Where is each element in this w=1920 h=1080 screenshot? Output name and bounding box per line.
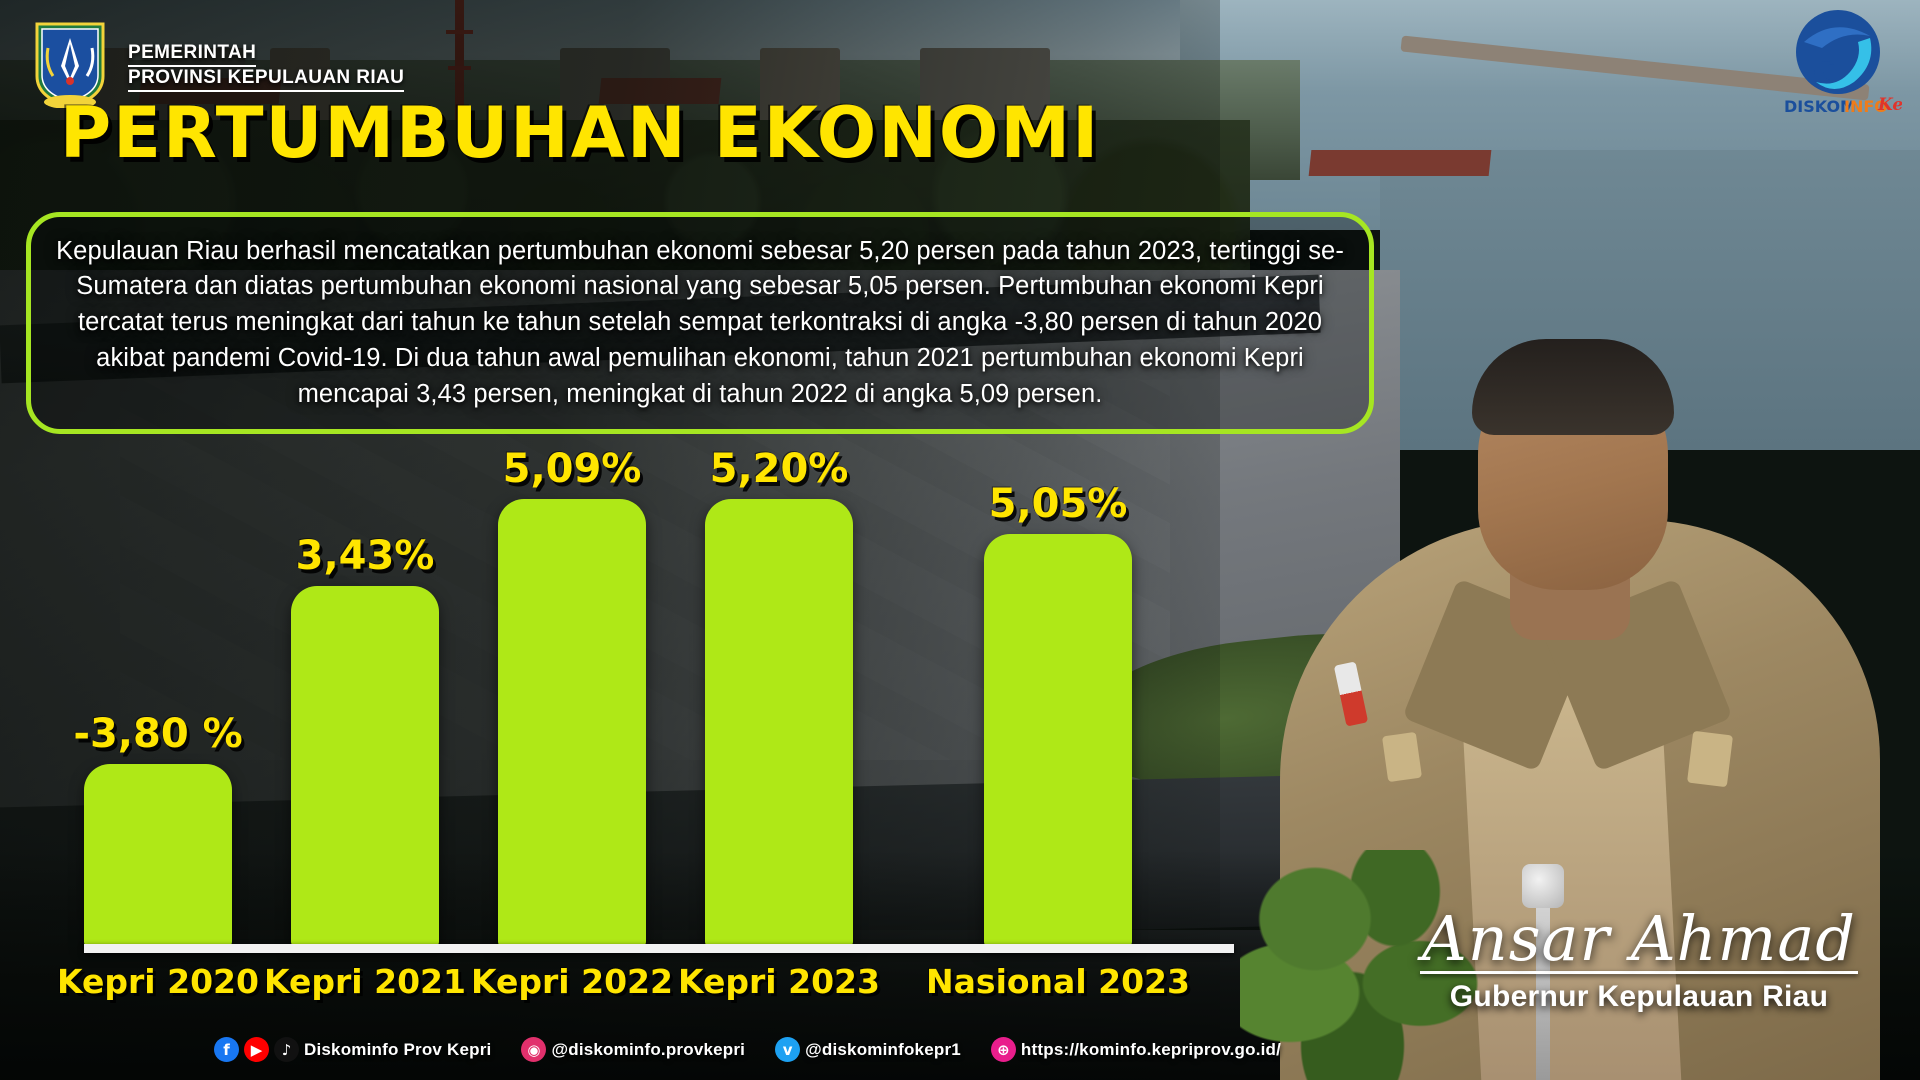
chart-category-label: Kepri 2023 <box>678 962 880 1001</box>
facebook-icon[interactable]: f <box>214 1037 239 1062</box>
bar-column: 5,20% <box>705 446 853 946</box>
kepri-provincial-emblem-icon <box>35 22 105 108</box>
bar-value-label: 5,20% <box>709 446 849 492</box>
bar <box>84 764 232 946</box>
svg-text:INFO: INFO <box>1844 97 1888 116</box>
bar-value-label: 5,09% <box>502 446 642 492</box>
summary-box: Kepulauan Riau berhasil mencatatkan pert… <box>26 212 1374 434</box>
bar-value-label: -3,80 % <box>73 711 243 757</box>
bar-column: -3,80 % <box>73 446 243 946</box>
chart-category-label: Nasional 2023 <box>926 962 1190 1001</box>
social-media-footer: f ▶ ♪ Diskominfo Prov Kepri ◉ @diskominfo.pro… <box>214 1037 1303 1062</box>
social-handle-label: @diskominfo.provkepri <box>551 1039 746 1059</box>
social-group[interactable]: f ▶ ♪ Diskominfo Prov Kepri <box>214 1037 491 1062</box>
government-title: PEMERINTAH PROVINSI KEPULAUAN RIAU <box>128 42 405 93</box>
bar <box>984 534 1132 946</box>
economic-growth-bar-chart: -3,80 % 3,43% 5,09% 5,20% 5,05% <box>73 446 1244 946</box>
signature-underline <box>1420 971 1858 974</box>
twitter-icon[interactable]: ᴠ <box>775 1037 801 1062</box>
governor-signature-block: Ansar Ahmad Gubernur Kepulauan Riau <box>1404 902 1874 1014</box>
bar-column: 5,09% <box>498 446 646 946</box>
page-title: PERTUMBUHAN EKONOMI <box>59 92 1101 174</box>
social-group[interactable]: ◉ @diskominfo.provkepri <box>521 1037 745 1062</box>
signature-name: Ansar Ahmad <box>1422 902 1856 976</box>
red-roof <box>1308 150 1492 176</box>
bar-value-label: 3,43% <box>295 533 435 579</box>
bar <box>498 499 646 946</box>
summary-paragraph: Kepulauan Riau berhasil mencatatkan pert… <box>56 236 1344 408</box>
tiktok-icon[interactable]: ♪ <box>274 1037 299 1062</box>
government-title-line1: PEMERINTAH <box>128 42 257 68</box>
youtube-icon[interactable]: ▶ <box>244 1037 269 1062</box>
sea-region-lower <box>1380 150 1920 450</box>
website-icon[interactable]: ⊕ <box>990 1037 1016 1062</box>
diskominfo-kepri-logo-icon: DISKOM INFO Kepri <box>1784 10 1902 116</box>
bar-column: 3,43% <box>291 446 439 946</box>
chart-baseline-axis <box>84 944 1234 953</box>
social-handle-label: https://kominfo.kepriprov.go.id/ <box>1020 1039 1282 1059</box>
government-title-line2: PROVINSI KEPULAUAN RIAU <box>128 67 405 93</box>
bar <box>705 499 853 946</box>
bar <box>291 586 439 946</box>
signature-role: Gubernur Kepulauan Riau <box>1449 980 1829 1013</box>
svg-text:DISKOM: DISKOM <box>1784 97 1856 116</box>
chart-category-label: Kepri 2022 <box>471 962 673 1001</box>
instagram-icon[interactable]: ◉ <box>521 1037 547 1062</box>
chart-category-label: Kepri 2021 <box>264 962 466 1001</box>
social-group[interactable]: ᴠ @diskominfokepr1 <box>775 1037 961 1062</box>
bar-column: 5,05% <box>984 446 1132 946</box>
bar-value-label: 5,05% <box>988 481 1128 527</box>
social-group[interactable]: ⊕ https://kominfo.kepriprov.go.id/ <box>990 1037 1282 1062</box>
chart-category-label: Kepri 2020 <box>57 962 259 1001</box>
svg-text:Kepri: Kepri <box>1877 95 1902 115</box>
social-handle-label: @diskominfokepr1 <box>805 1039 961 1059</box>
social-handle-label: Diskominfo Prov Kepri <box>304 1039 492 1059</box>
